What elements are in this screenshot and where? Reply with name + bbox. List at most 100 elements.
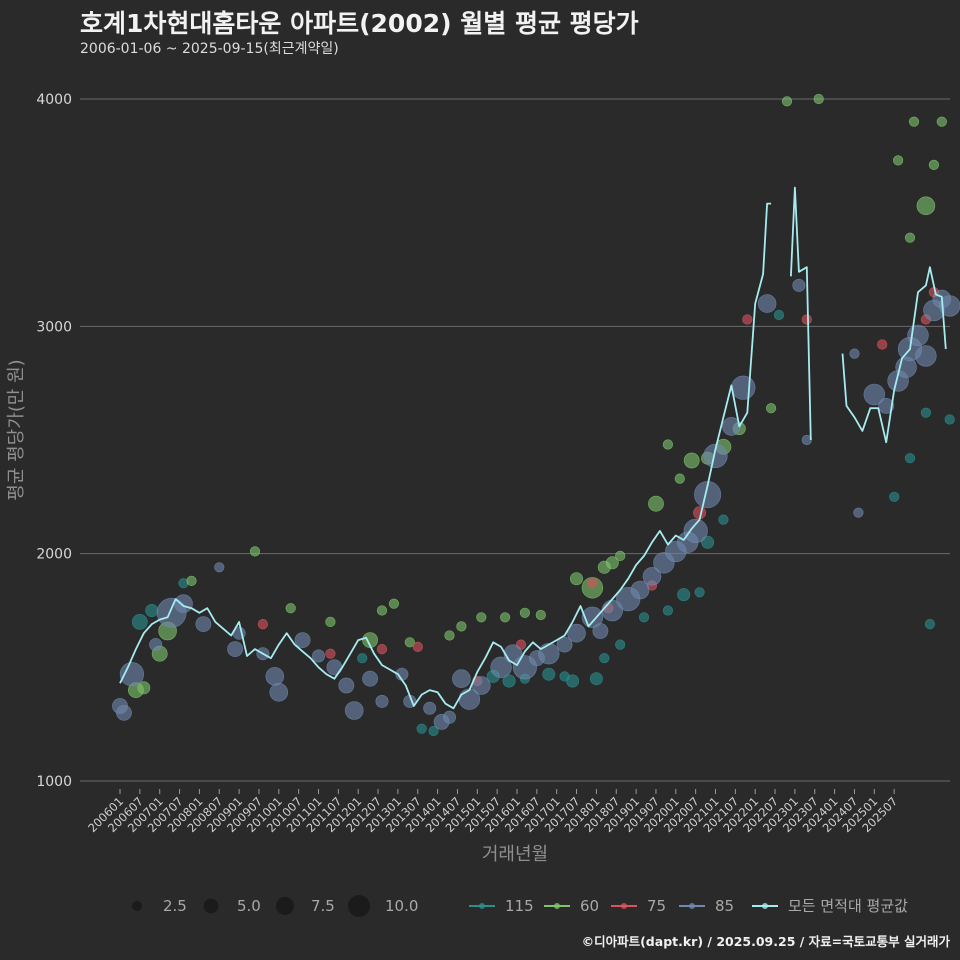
point-85 [703,443,728,469]
point-75 [877,339,888,350]
point-115 [615,639,626,650]
credit-line: ©디아파트(dapt.kr) / 2025.09.25 / 자료=국토교통부 실… [581,934,950,949]
point-85 [642,567,662,586]
point-75 [412,641,423,653]
point-60 [662,439,674,450]
point-115 [131,614,148,630]
color-legend-dot-average [762,903,768,909]
point-60 [404,637,415,648]
point-85 [442,710,456,724]
point-115 [428,725,439,737]
point-115 [416,723,427,734]
point-60 [892,155,904,166]
point-60 [476,612,487,623]
point-115 [904,453,916,464]
point-85 [344,701,364,720]
color-legend-dot-115 [479,903,485,909]
point-115 [542,667,556,681]
point-115 [638,612,650,623]
point-60 [535,609,546,621]
y-axis: 1000 2000 3000 4000 [36,92,72,790]
x-axis-label: 거래년월 [482,844,548,865]
point-60 [500,612,511,623]
point-85 [490,656,512,678]
average-line-segment-1 [119,202,772,710]
point-85 [592,623,609,639]
size-legend-label-10.0: 10.0 [385,897,418,915]
point-85 [683,518,708,544]
point-85 [375,694,389,708]
point-85 [757,294,777,313]
point-115 [589,672,603,686]
point-85 [423,701,437,715]
point-85 [853,507,864,518]
point-60 [456,621,467,632]
point-75 [587,578,598,589]
point-115 [718,514,729,525]
point-85 [731,375,756,400]
point-60 [683,452,700,469]
point-85 [119,662,144,687]
point-60 [615,550,626,562]
average-line-segment-3 [841,266,947,444]
point-115 [924,618,936,630]
y-tick-label-3000: 3000 [36,319,72,335]
point-115 [677,588,691,602]
point-115 [944,414,955,425]
point-60 [444,630,455,641]
point-75 [801,314,812,325]
legend: 2.5 5.0 7.5 10.0 115 60 75 85 모든 면적대 평균값 [132,895,908,917]
point-85 [149,638,163,652]
color-legend-label-60: 60 [580,897,599,915]
point-115 [694,587,705,598]
color-legend-dot-85 [689,903,695,909]
point-85 [792,278,806,292]
chart-subtitle: 2006-01-06 ~ 2025-09-15(최근계약일) [80,41,339,57]
average-line-segment-2 [790,186,812,441]
point-115 [357,653,368,664]
point-60 [908,116,920,127]
point-85 [338,677,355,694]
point-85 [195,616,212,632]
point-115 [662,605,674,616]
point-60 [569,572,583,586]
point-85 [801,434,812,446]
point-115 [145,603,159,617]
point-60 [376,605,388,616]
point-85 [265,667,285,686]
size-legend-label-7.5: 7.5 [311,897,335,915]
point-115 [889,491,900,502]
point-60 [813,93,824,105]
color-legend-label-75: 75 [647,897,666,915]
point-85 [863,383,885,406]
point-85 [452,669,471,689]
point-60 [605,556,619,570]
point-115 [773,309,785,321]
point-85 [878,397,895,414]
point-60 [781,96,793,107]
point-60 [285,603,296,614]
point-75 [376,643,388,655]
color-legend-dot-60 [554,903,560,909]
point-60 [765,403,777,414]
size-legend-label-2.5: 2.5 [163,897,187,915]
point-60 [325,616,336,628]
point-60 [186,575,197,587]
color-legend-dot-75 [621,903,627,909]
point-85 [294,632,311,648]
y-axis-label: 평균 평당가(만 원) [6,359,27,500]
point-85 [116,704,132,721]
point-85 [939,295,960,317]
point-115 [502,674,516,688]
point-85 [311,649,325,663]
grid-lines [80,98,950,782]
size-legend-circle-10.0 [348,895,370,917]
y-tick-label-4000: 4000 [36,92,72,108]
point-75 [325,648,336,659]
point-60 [648,495,664,512]
point-60 [137,681,151,695]
chart-title: 호계1차현대홈타운 아파트(2002) 월별 평균 평당가 [80,9,639,38]
point-75 [257,618,269,630]
point-85 [269,682,289,702]
